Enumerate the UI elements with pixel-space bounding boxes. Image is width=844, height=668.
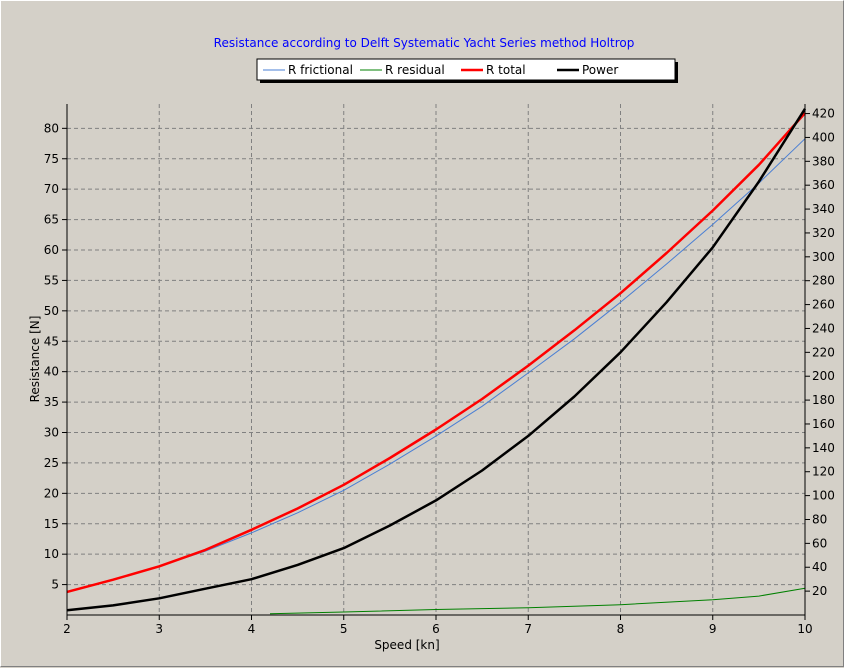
- y-tick-label: 55: [44, 273, 59, 287]
- y2-tick-label: 340: [812, 202, 835, 216]
- y2-tick-label: 280: [812, 274, 835, 288]
- y-tick-label: 65: [44, 213, 59, 227]
- x-tick-label: 6: [432, 622, 440, 636]
- y2-tick-label: 100: [812, 489, 835, 503]
- y2-tick-label: 160: [812, 417, 835, 431]
- y2-tick-label: 380: [812, 154, 835, 168]
- series-line-power: [66, 108, 807, 612]
- legend-label-r-total: R total: [486, 63, 526, 77]
- y-tick-label: 20: [44, 486, 59, 500]
- y2-tick-label: 360: [812, 178, 835, 192]
- x-tick-label: 3: [155, 622, 163, 636]
- x-tick-label: 7: [524, 622, 532, 636]
- y-tick-label: 70: [44, 182, 59, 196]
- grid: [67, 104, 805, 615]
- series-line-r-residual: [269, 587, 806, 615]
- y-tick-label: 60: [44, 243, 59, 257]
- chart-title: Resistance according to Delft Systematic…: [214, 36, 635, 50]
- series-layer: [66, 108, 807, 615]
- y2-tick-label: 80: [812, 512, 827, 526]
- x-tick-label: 8: [617, 622, 625, 636]
- y2-tick-label: 200: [812, 369, 835, 383]
- legend: R frictional R residual R total Power: [256, 58, 678, 83]
- y-tick-label: 50: [44, 304, 59, 318]
- y-tick-label: 10: [44, 547, 59, 561]
- y-axis-label: Resistance [N]: [28, 316, 42, 403]
- y-tick-label: 25: [44, 456, 59, 470]
- x-tick-label: 10: [797, 622, 812, 636]
- y-tick-label: 15: [44, 517, 59, 531]
- y2-tick-label: 400: [812, 130, 835, 144]
- y2-tick-label: 220: [812, 345, 835, 359]
- y-tick-label: 35: [44, 395, 59, 409]
- x-tick-label: 5: [340, 622, 348, 636]
- legend-label-power: Power: [582, 63, 618, 77]
- y2-tick-label: 120: [812, 465, 835, 479]
- y2-tick-label: 20: [812, 584, 827, 598]
- y-axis-ticks: 5 10 15 20 25 30 35 40 45 50 55 60 65 70 75 80: [44, 121, 67, 592]
- x-tick-label: 2: [63, 622, 71, 636]
- y-tick-label: 5: [51, 578, 59, 592]
- x-tick-label: 4: [248, 622, 256, 636]
- y-tick-label: 75: [44, 152, 59, 166]
- y2-tick-label: 240: [812, 321, 835, 335]
- x-axis-ticks: 2 3 4 5 6 7 8 9 10: [63, 615, 813, 636]
- y-tick-label: 45: [44, 334, 59, 348]
- y-tick-label: 30: [44, 426, 59, 440]
- y2-tick-label: 40: [812, 560, 827, 574]
- y2-tick-label: 320: [812, 226, 835, 240]
- y2-tick-label: 180: [812, 393, 835, 407]
- y2-axis-ticks: 20 40 60 80 100 120 140 160 180 200 220 240 260 280 30…: [805, 107, 835, 598]
- y-tick-label: 40: [44, 365, 59, 379]
- x-axis-label: Speed [kn]: [374, 638, 439, 652]
- y2-tick-label: 60: [812, 536, 827, 550]
- legend-label-r-frictional: R frictional: [288, 63, 353, 77]
- y-tick-label: 80: [44, 121, 59, 135]
- y2-tick-label: 260: [812, 298, 835, 312]
- x-tick-label: 9: [709, 622, 717, 636]
- y2-tick-label: 140: [812, 441, 835, 455]
- y2-tick-label: 300: [812, 250, 835, 264]
- y2-tick-label: 420: [812, 107, 835, 121]
- series-line-r-total: [66, 112, 806, 594]
- legend-label-r-residual: R residual: [385, 63, 445, 77]
